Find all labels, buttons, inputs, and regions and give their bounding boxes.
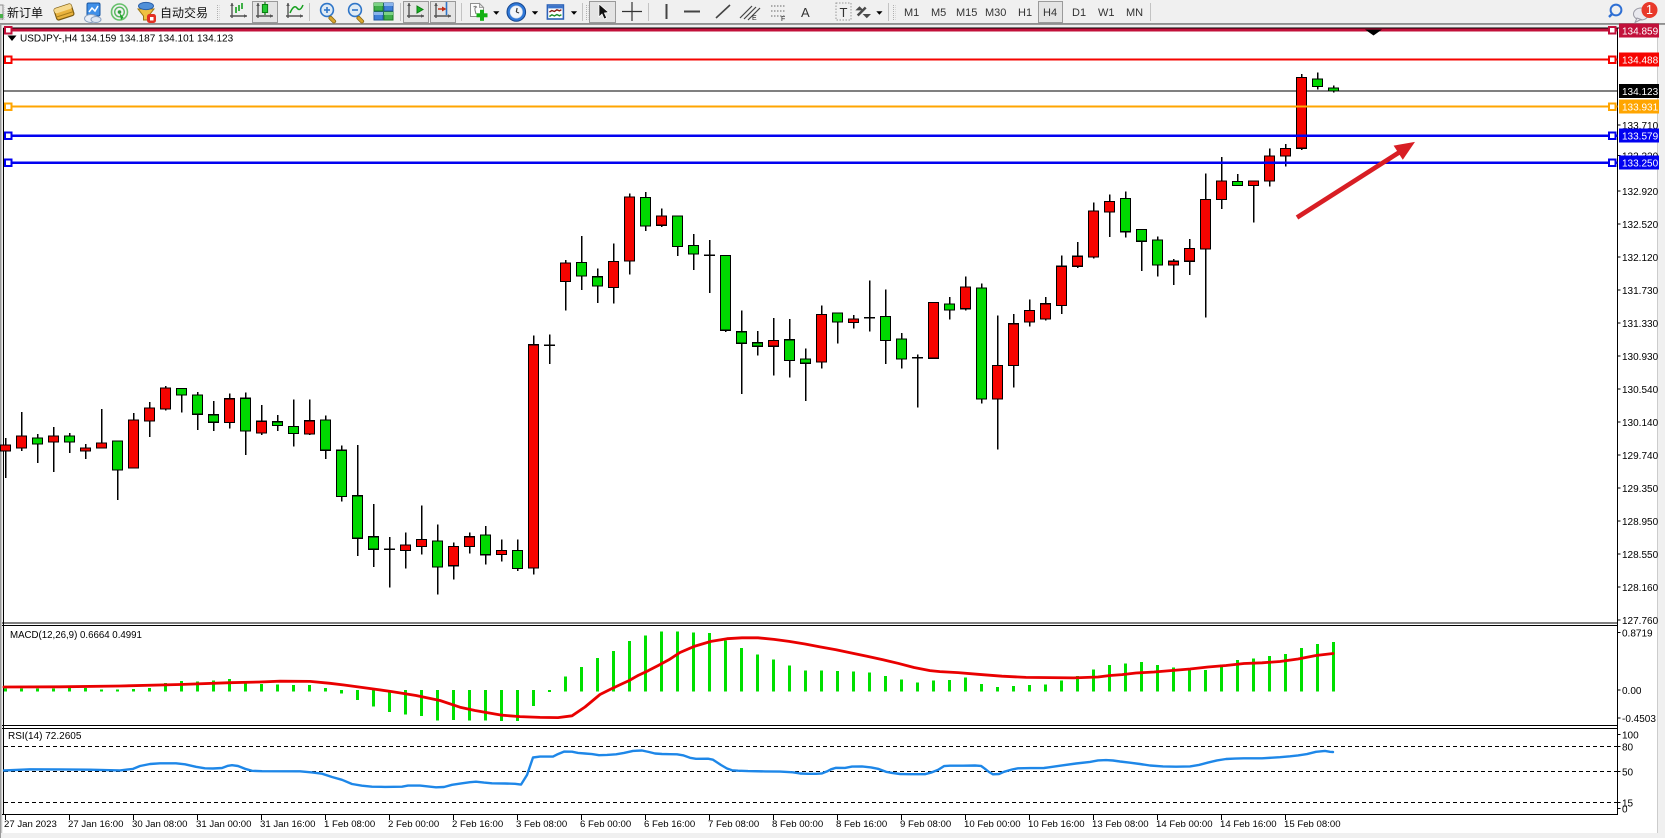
svg-text:1: 1 — [1646, 3, 1653, 17]
svg-text:D1: D1 — [1072, 7, 1086, 19]
svg-text:RSI(14) 72.2605: RSI(14) 72.2605 — [8, 731, 82, 742]
svg-text:9 Feb 08:00: 9 Feb 08:00 — [900, 819, 951, 830]
svg-text:133.250: 133.250 — [1622, 159, 1659, 170]
svg-text:2 Feb 00:00: 2 Feb 00:00 — [388, 819, 439, 830]
svg-text:E: E — [752, 15, 757, 22]
svg-text:14 Feb 16:00: 14 Feb 16:00 — [1220, 819, 1277, 830]
svg-text:132.120: 132.120 — [1622, 253, 1659, 264]
svg-text:133.579: 133.579 — [1622, 132, 1659, 143]
svg-text:-0.4503: -0.4503 — [1622, 714, 1656, 725]
svg-text:133.710: 133.710 — [1622, 121, 1659, 132]
svg-text:127.760: 127.760 — [1622, 616, 1659, 627]
svg-text:M30: M30 — [985, 7, 1006, 19]
svg-text:100: 100 — [1622, 730, 1639, 741]
svg-text:130.540: 130.540 — [1622, 385, 1659, 396]
svg-text:50: 50 — [1622, 767, 1634, 778]
svg-text:H1: H1 — [1018, 7, 1032, 19]
svg-text:134.123: 134.123 — [1622, 87, 1659, 98]
svg-text:1 Feb 08:00: 1 Feb 08:00 — [324, 819, 375, 830]
svg-text:134.859: 134.859 — [1622, 27, 1659, 38]
svg-text:7 Feb 08:00: 7 Feb 08:00 — [708, 819, 759, 830]
svg-text:14 Feb 00:00: 14 Feb 00:00 — [1156, 819, 1213, 830]
svg-text:27 Jan 2023: 27 Jan 2023 — [4, 819, 57, 830]
svg-text:80: 80 — [1622, 743, 1634, 754]
svg-text:F: F — [781, 16, 785, 23]
svg-text:130.140: 130.140 — [1622, 418, 1659, 429]
svg-text:13 Feb 08:00: 13 Feb 08:00 — [1092, 819, 1149, 830]
svg-text:USDJPY-,H4 134.159 134.187 13: USDJPY-,H4 134.159 134.187 134.101 134.1… — [20, 34, 234, 45]
svg-text:10 Feb 00:00: 10 Feb 00:00 — [964, 819, 1021, 830]
svg-text:10 Feb 16:00: 10 Feb 16:00 — [1028, 819, 1085, 830]
svg-text:128.950: 128.950 — [1622, 517, 1659, 528]
svg-text:27 Jan 16:00: 27 Jan 16:00 — [68, 819, 123, 830]
svg-text:129.740: 129.740 — [1622, 451, 1659, 462]
svg-text:8 Feb 16:00: 8 Feb 16:00 — [836, 819, 887, 830]
svg-text:131.330: 131.330 — [1622, 319, 1659, 330]
svg-text:132.920: 132.920 — [1622, 187, 1659, 198]
svg-text:31 Jan 16:00: 31 Jan 16:00 — [260, 819, 315, 830]
svg-text:M5: M5 — [931, 7, 946, 19]
svg-text:2 Feb 16:00: 2 Feb 16:00 — [452, 819, 503, 830]
svg-text:128.160: 128.160 — [1622, 583, 1659, 594]
svg-text:15 Feb 08:00: 15 Feb 08:00 — [1284, 819, 1341, 830]
svg-text:M1: M1 — [904, 7, 919, 19]
svg-text:H4: H4 — [1043, 7, 1057, 19]
svg-text:自动交易: 自动交易 — [160, 5, 208, 20]
svg-text:132.520: 132.520 — [1622, 220, 1659, 231]
svg-text:15: 15 — [1622, 798, 1634, 809]
svg-text:T: T — [840, 5, 848, 20]
svg-text:A: A — [801, 5, 810, 20]
svg-text:6 Feb 00:00: 6 Feb 00:00 — [580, 819, 631, 830]
svg-text:134.488: 134.488 — [1622, 56, 1659, 67]
svg-text:0: 0 — [1622, 805, 1628, 816]
svg-text:MACD(12,26,9) 0.6664 0.4991: MACD(12,26,9) 0.6664 0.4991 — [10, 630, 142, 641]
svg-text:30 Jan 08:00: 30 Jan 08:00 — [132, 819, 187, 830]
svg-text:0.00: 0.00 — [1622, 686, 1642, 697]
svg-text:31 Jan 00:00: 31 Jan 00:00 — [196, 819, 251, 830]
svg-text:W1: W1 — [1098, 7, 1115, 19]
svg-text:128.550: 128.550 — [1622, 550, 1659, 561]
svg-text:MN: MN — [1126, 7, 1143, 19]
svg-text:0.8719: 0.8719 — [1622, 629, 1653, 640]
svg-text:3 Feb 08:00: 3 Feb 08:00 — [516, 819, 567, 830]
svg-text:130.930: 130.930 — [1622, 352, 1659, 363]
svg-text:8 Feb 00:00: 8 Feb 00:00 — [772, 819, 823, 830]
svg-text:133.931: 133.931 — [1622, 103, 1659, 114]
svg-text:129.350: 129.350 — [1622, 484, 1659, 495]
svg-text:131.730: 131.730 — [1622, 286, 1659, 297]
svg-text:新订单: 新订单 — [7, 5, 43, 20]
svg-text:M15: M15 — [956, 7, 977, 19]
svg-text:6 Feb 16:00: 6 Feb 16:00 — [644, 819, 695, 830]
